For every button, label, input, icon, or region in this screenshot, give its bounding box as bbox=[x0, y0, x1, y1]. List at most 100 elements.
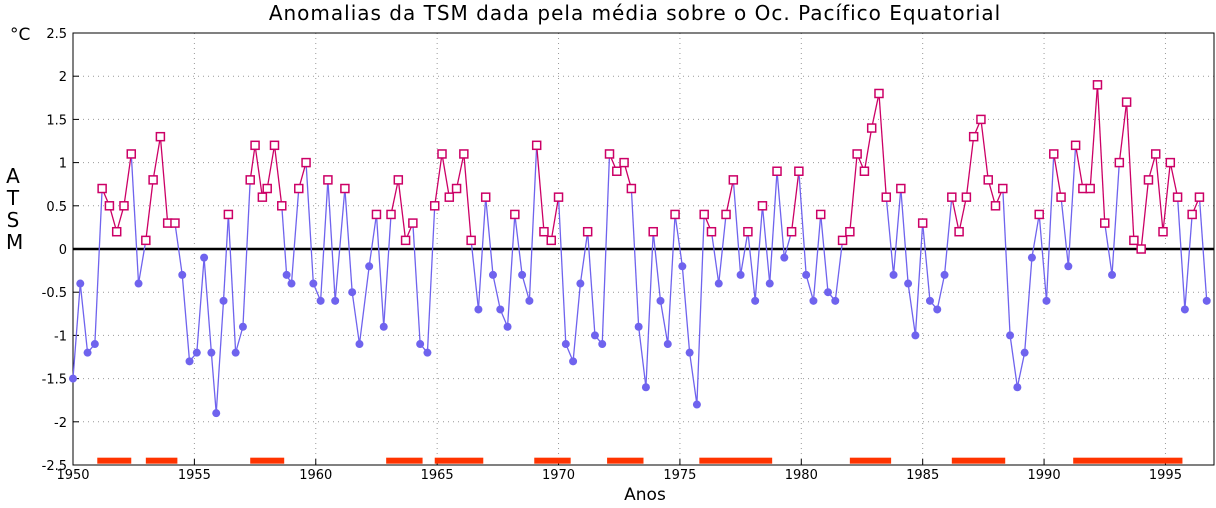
point-negative bbox=[663, 340, 672, 349]
line-segment bbox=[790, 171, 800, 232]
point-positive bbox=[954, 226, 964, 237]
point-positive bbox=[1165, 157, 1176, 168]
line-segment bbox=[1140, 179, 1150, 250]
x-tick-label: 1995 bbox=[1149, 468, 1182, 483]
y-tick-label: -2 bbox=[54, 416, 67, 431]
point-negative bbox=[238, 322, 247, 331]
line-segment bbox=[196, 257, 205, 353]
line-segment bbox=[863, 127, 873, 172]
line-segment bbox=[1176, 197, 1186, 310]
point-negative bbox=[503, 322, 512, 331]
point-positive bbox=[119, 201, 129, 211]
point-positive bbox=[170, 218, 180, 228]
line-segment bbox=[235, 326, 244, 353]
point-positive bbox=[582, 226, 593, 237]
line-segment bbox=[637, 326, 647, 388]
line-segment bbox=[152, 136, 162, 180]
line-segment bbox=[266, 145, 276, 189]
point-positive bbox=[721, 209, 731, 220]
line-segment bbox=[327, 179, 336, 301]
line-segment bbox=[1169, 162, 1179, 198]
point-positive bbox=[1129, 235, 1139, 246]
point-positive bbox=[976, 114, 986, 125]
point-negative bbox=[590, 331, 599, 340]
point-positive bbox=[1172, 192, 1183, 202]
point-positive bbox=[983, 175, 993, 185]
line-segment bbox=[344, 188, 353, 293]
point-positive bbox=[604, 149, 615, 159]
x-tick-label: 1975 bbox=[663, 468, 696, 483]
period-bar bbox=[849, 457, 892, 464]
line-segment bbox=[174, 222, 183, 276]
point-positive bbox=[444, 192, 455, 202]
point-negative bbox=[1013, 383, 1022, 392]
line-segment bbox=[334, 188, 346, 301]
point-positive bbox=[961, 192, 972, 202]
line-segment bbox=[1053, 153, 1062, 198]
point-negative bbox=[656, 296, 665, 305]
y-unit: °C bbox=[10, 25, 30, 45]
line-segment bbox=[79, 283, 89, 353]
line-segment bbox=[1023, 257, 1033, 353]
line-segment bbox=[412, 223, 421, 345]
line-segment bbox=[1162, 162, 1171, 232]
line-segment bbox=[368, 214, 378, 267]
point-negative bbox=[802, 270, 811, 279]
point-positive bbox=[1092, 80, 1103, 90]
line-segment bbox=[1002, 188, 1011, 336]
line-segment bbox=[914, 223, 924, 336]
point-positive bbox=[706, 226, 717, 237]
x-axis-label: Anos bbox=[624, 485, 666, 505]
point-positive bbox=[531, 140, 542, 151]
line-segment bbox=[710, 231, 720, 284]
point-positive bbox=[757, 201, 768, 211]
line-segment bbox=[506, 214, 516, 327]
point-positive bbox=[1114, 157, 1125, 168]
point-positive bbox=[866, 123, 877, 133]
point-positive bbox=[859, 166, 870, 176]
point-positive bbox=[393, 175, 404, 185]
line-segment bbox=[557, 197, 567, 345]
line-segment bbox=[72, 283, 81, 379]
point-negative bbox=[76, 279, 85, 288]
point-positive bbox=[743, 226, 753, 237]
point-negative bbox=[331, 296, 340, 305]
point-positive bbox=[510, 209, 520, 220]
point-positive bbox=[881, 192, 892, 202]
period-bar bbox=[145, 457, 178, 464]
point-positive bbox=[257, 192, 268, 202]
point-negative bbox=[379, 322, 388, 331]
point-positive bbox=[1158, 226, 1168, 237]
point-negative bbox=[736, 270, 745, 279]
point-positive bbox=[141, 235, 151, 246]
y-tick-label: -0.5 bbox=[42, 286, 67, 301]
line-segment bbox=[1045, 153, 1055, 301]
line-segment bbox=[305, 162, 314, 284]
line-segment bbox=[1060, 197, 1069, 267]
y-tick-label: -1 bbox=[54, 329, 67, 344]
line-segment bbox=[145, 179, 154, 241]
x-tick-label: 1985 bbox=[906, 468, 939, 483]
point-positive bbox=[386, 209, 396, 220]
line-segment bbox=[579, 231, 589, 284]
line-segment bbox=[681, 266, 691, 353]
point-positive bbox=[1056, 192, 1066, 202]
line-segment bbox=[470, 240, 480, 310]
y-tick-label: 1 bbox=[59, 157, 67, 172]
line-segment bbox=[254, 145, 264, 198]
point-positive bbox=[97, 183, 107, 194]
line-segment bbox=[688, 352, 698, 405]
line-segment bbox=[397, 179, 407, 241]
point-positive bbox=[148, 175, 158, 185]
line-segment bbox=[776, 171, 785, 258]
point-positive bbox=[772, 166, 782, 176]
period-bar bbox=[434, 457, 484, 464]
x-tick-label: 1960 bbox=[299, 468, 332, 483]
line-segment bbox=[528, 145, 538, 301]
line-segment bbox=[1198, 197, 1208, 301]
point-negative bbox=[598, 340, 607, 349]
line-segment bbox=[492, 274, 501, 310]
period-bar bbox=[97, 457, 132, 464]
line-segment bbox=[222, 214, 230, 301]
